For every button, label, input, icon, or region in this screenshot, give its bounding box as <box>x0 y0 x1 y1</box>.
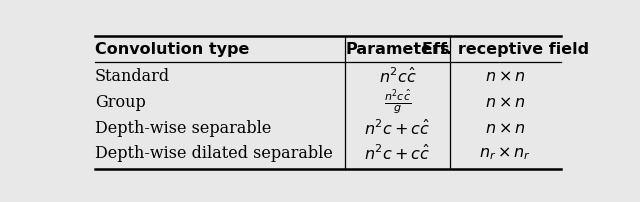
Text: Group: Group <box>95 94 146 110</box>
Text: Standard: Standard <box>95 68 170 85</box>
Text: $n \times n$: $n \times n$ <box>485 120 525 135</box>
Text: $n \times n$: $n \times n$ <box>485 69 525 84</box>
Text: $\frac{n^2c\hat{c}}{g}$: $\frac{n^2c\hat{c}}{g}$ <box>384 87 411 117</box>
Text: $n^2c + c\hat{c}$: $n^2c + c\hat{c}$ <box>364 143 431 162</box>
Text: Eff. receptive field: Eff. receptive field <box>422 42 589 57</box>
Text: $n \times n$: $n \times n$ <box>485 95 525 109</box>
Text: Parameters: Parameters <box>345 42 450 57</box>
Text: $n_r \times n_r$: $n_r \times n_r$ <box>479 144 531 161</box>
Text: Depth-wise separable: Depth-wise separable <box>95 119 271 136</box>
Text: $n^2c\hat{c}$: $n^2c\hat{c}$ <box>378 67 417 86</box>
Text: Convolution type: Convolution type <box>95 42 249 57</box>
Text: Depth-wise dilated separable: Depth-wise dilated separable <box>95 144 333 161</box>
Text: $n^2c + c\hat{c}$: $n^2c + c\hat{c}$ <box>364 118 431 137</box>
